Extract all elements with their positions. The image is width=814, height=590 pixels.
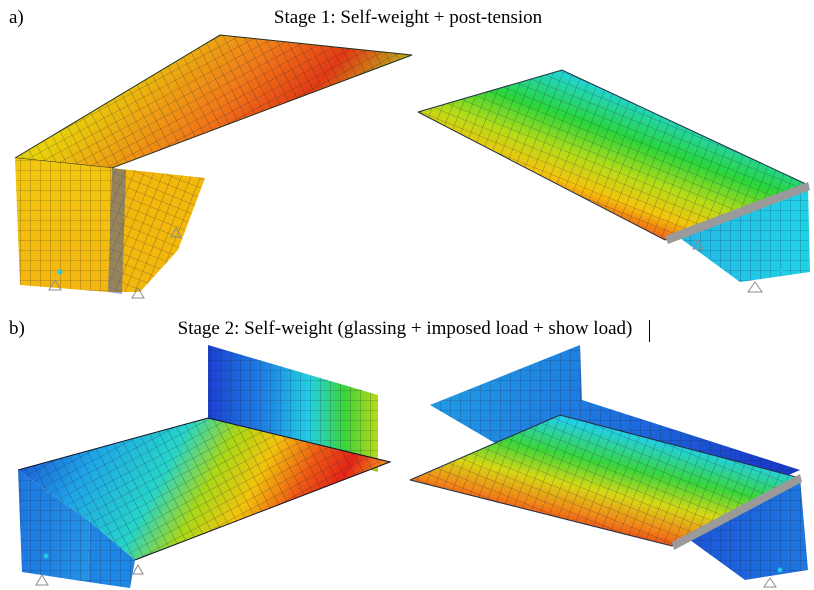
stage2-right-model — [409, 345, 808, 588]
stage-a-title: Stage 1: Self-weight + post-tension — [273, 7, 543, 28]
text-cursor — [649, 320, 650, 342]
axis-marker-icon — [777, 567, 783, 573]
support-icon — [35, 563, 144, 586]
stage2-left-model — [17, 345, 392, 588]
support-icon — [692, 238, 763, 293]
axis-marker-icon — [43, 553, 49, 559]
stage-b-title: Stage 2: Self-weight (glassing + imposed… — [177, 318, 633, 339]
support-icon — [48, 226, 182, 299]
stage-b-label: b) — [9, 318, 25, 339]
axis-marker-icon — [57, 269, 63, 275]
support-icon — [763, 577, 777, 588]
axis-marker-icon — [779, 267, 785, 273]
stage1-left-model — [14, 34, 413, 299]
stage1-right-model — [417, 69, 810, 293]
stage-a-label: a) — [9, 7, 24, 28]
